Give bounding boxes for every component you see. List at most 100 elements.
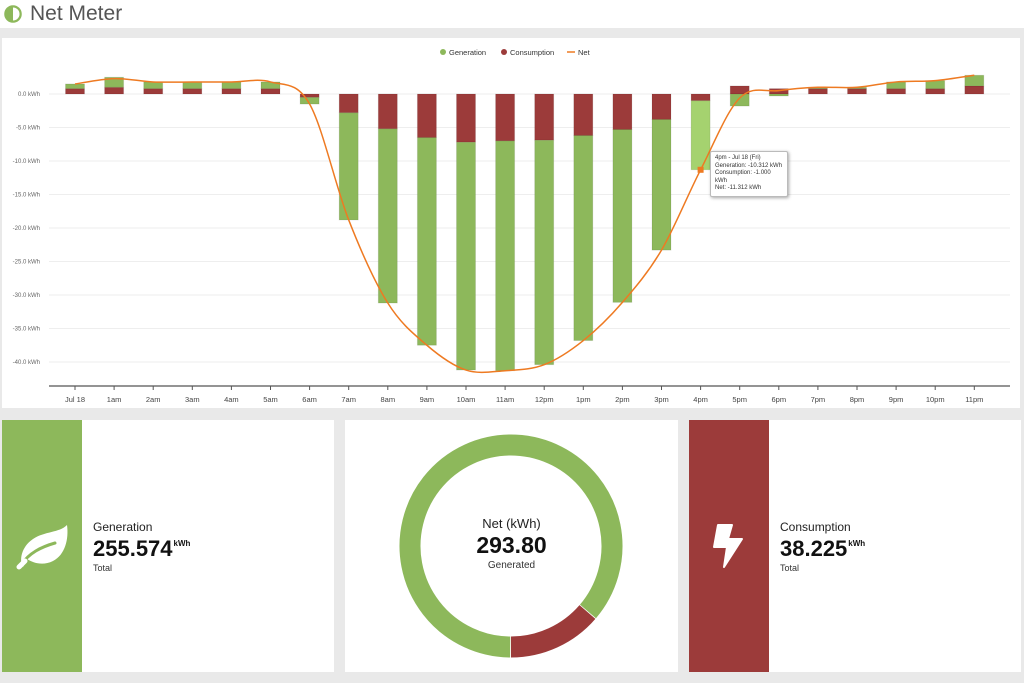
y-tick-label: -35.0 kWh xyxy=(13,327,40,333)
x-tick-label: Jul 18 xyxy=(65,395,85,404)
legend-item-net[interactable]: Net xyxy=(567,48,591,57)
consumption-value: 38.225kWh xyxy=(780,536,866,561)
net-meter-chart: 0.0 kWh -5.0 kWh -10.0 kWh -15.0 kWh -20.0 k… xyxy=(2,38,1020,408)
donut-generation-segment[interactable] xyxy=(399,434,623,658)
generation-bar[interactable] xyxy=(925,80,946,90)
consumption-side-panel xyxy=(689,420,769,672)
generation-bar[interactable] xyxy=(651,118,672,251)
consumption-bar[interactable] xyxy=(260,88,281,95)
page-title: Net Meter xyxy=(30,2,123,25)
tooltip-line: Consumption: -1.000 kWh xyxy=(715,170,771,184)
y-tick-label: -10.0 kWh xyxy=(13,159,40,165)
generation-unit: kWh xyxy=(173,539,191,548)
generation-bar[interactable] xyxy=(104,76,125,88)
x-tick-label: 1pm xyxy=(576,395,591,404)
lightning-bolt-icon xyxy=(713,524,743,568)
leaf-icon xyxy=(16,525,68,570)
net-point-marker[interactable] xyxy=(697,166,704,173)
x-tick-label: 11pm xyxy=(965,395,983,404)
consumption-bar[interactable] xyxy=(456,93,476,143)
chart-canvas[interactable]: 0.0 kWh -5.0 kWh -10.0 kWh -15.0 kWh -20.0 k… xyxy=(2,38,1020,408)
half-circle-icon xyxy=(4,5,22,23)
consumption-bar[interactable] xyxy=(925,88,946,95)
svg-text:Generation: Generation xyxy=(449,48,486,57)
x-tick-label: 9am xyxy=(420,395,435,404)
donut-consumption-segment[interactable] xyxy=(510,604,596,658)
generation-bar[interactable] xyxy=(65,83,85,90)
generation-bar[interactable] xyxy=(182,81,203,90)
net-line[interactable] xyxy=(74,74,975,374)
svg-text:Net: Net xyxy=(578,48,591,57)
consumption-bar[interactable] xyxy=(573,93,594,137)
consumption-bar[interactable] xyxy=(377,93,398,130)
generation-info: Generation 255.574kWh Total xyxy=(93,520,190,573)
generation-bar[interactable] xyxy=(221,81,242,90)
y-tick-label: -40.0 kWh xyxy=(13,360,40,366)
y-tick-label: -5.0 kWh xyxy=(16,126,40,132)
generation-bar[interactable] xyxy=(495,140,516,372)
consumption-bar[interactable] xyxy=(651,93,672,120)
y-tick-label: -20.0 kWh xyxy=(13,226,40,232)
consumption-bar[interactable] xyxy=(416,93,437,139)
page-header: Net Meter xyxy=(0,0,1024,28)
consumption-bar[interactable] xyxy=(338,93,359,114)
consumption-bar[interactable] xyxy=(143,88,164,95)
consumption-bar[interactable] xyxy=(65,88,85,95)
legend-item-consumption[interactable]: Consumption xyxy=(501,48,554,57)
x-tick-label: 4am xyxy=(224,395,239,404)
generation-bar[interactable] xyxy=(377,128,398,304)
net-center: Net (kWh) 293.80 Generated xyxy=(345,516,678,571)
tooltip-line: Net: -11.312 kWh xyxy=(715,185,762,191)
legend-item-generation[interactable]: Generation xyxy=(440,48,486,57)
generation-side-panel xyxy=(2,420,82,672)
x-tick-label: 11am xyxy=(496,395,514,404)
consumption-sub: Total xyxy=(780,563,800,573)
x-tick-label: 4pm xyxy=(693,395,708,404)
generation-bar[interactable] xyxy=(456,141,476,371)
generation-bar[interactable] xyxy=(768,93,789,97)
consumption-bar[interactable] xyxy=(886,88,907,95)
net-label: Net (kWh) xyxy=(482,516,541,531)
x-tick-label: 9pm xyxy=(889,395,904,404)
consumption-bar[interactable] xyxy=(534,93,555,141)
consumption-bar[interactable] xyxy=(847,88,867,95)
x-tick-label: 2am xyxy=(146,395,161,404)
net-value: 293.80 xyxy=(476,532,547,558)
x-tick-label: 10pm xyxy=(926,395,945,404)
consumption-bar[interactable] xyxy=(807,88,828,95)
consumption-bar[interactable] xyxy=(612,93,633,131)
y-tick-label: -30.0 kWh xyxy=(13,293,40,299)
net-donut-chart[interactable] xyxy=(345,420,678,672)
generation-bar[interactable] xyxy=(612,129,633,303)
generation-bar[interactable] xyxy=(416,137,437,346)
generation-bar[interactable] xyxy=(338,112,359,221)
consumption-card: Consumption 38.225kWh Total xyxy=(689,420,1021,672)
consumption-bar[interactable] xyxy=(104,86,125,95)
x-tick-label: 5am xyxy=(263,395,278,404)
generation-bar[interactable] xyxy=(534,139,555,366)
consumption-info: Consumption 38.225kWh Total xyxy=(780,520,865,573)
consumption-bar[interactable] xyxy=(964,85,985,95)
generation-sub: Total xyxy=(93,563,113,573)
x-tick-label: 7am xyxy=(341,395,356,404)
x-tick-label: 8pm xyxy=(850,395,865,404)
tooltip-line: Generation: -10.312 kWh xyxy=(715,162,783,169)
generation-bar[interactable] xyxy=(143,81,164,90)
x-tick-label: 12pm xyxy=(535,395,554,404)
chart-tooltip: 4pm - Jul 18 (Fri) Generation: -10.312 k… xyxy=(710,151,788,197)
x-tick-label: 7pm xyxy=(811,395,826,404)
generation-bar[interactable] xyxy=(729,93,750,107)
consumption-bar[interactable] xyxy=(690,93,711,102)
generation-bar[interactable] xyxy=(573,135,594,342)
consumption-bar[interactable] xyxy=(495,93,516,142)
generation-bar[interactable] xyxy=(690,100,711,171)
y-tick-label: -25.0 kWh xyxy=(13,260,40,266)
svg-text:Consumption: Consumption xyxy=(510,48,554,57)
y-tick-label: 0.0 kWh xyxy=(18,92,40,98)
consumption-bar[interactable] xyxy=(182,88,203,95)
x-tick-label: 5pm xyxy=(732,395,747,404)
x-tick-label: 3am xyxy=(185,395,200,404)
net-card: Net (kWh) 293.80 Generated xyxy=(345,420,678,672)
x-tick-label: 10am xyxy=(457,395,476,404)
consumption-bar[interactable] xyxy=(221,88,242,95)
